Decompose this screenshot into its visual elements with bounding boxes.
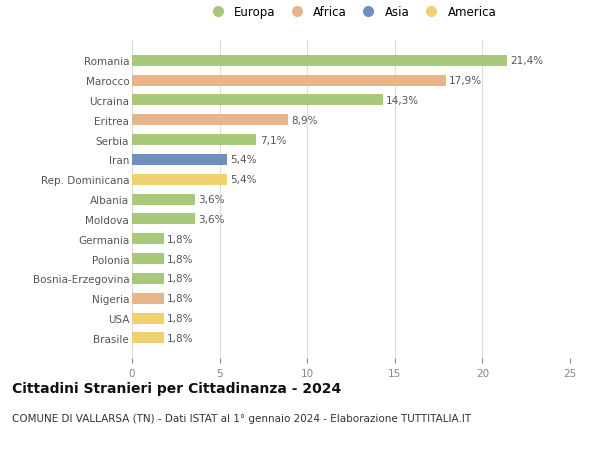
Bar xyxy=(132,333,164,344)
Bar xyxy=(132,56,507,67)
Text: 1,8%: 1,8% xyxy=(167,333,194,343)
Bar xyxy=(132,234,164,245)
Bar xyxy=(132,214,195,225)
Bar xyxy=(132,274,164,284)
Bar xyxy=(132,253,164,264)
Bar xyxy=(132,95,383,106)
Text: 14,3%: 14,3% xyxy=(386,96,419,106)
Bar xyxy=(132,174,227,185)
Bar xyxy=(132,135,256,146)
Text: 5,4%: 5,4% xyxy=(230,175,257,185)
Text: Cittadini Stranieri per Cittadinanza - 2024: Cittadini Stranieri per Cittadinanza - 2… xyxy=(12,381,341,395)
Bar xyxy=(132,293,164,304)
Text: COMUNE DI VALLARSA (TN) - Dati ISTAT al 1° gennaio 2024 - Elaborazione TUTTITALI: COMUNE DI VALLARSA (TN) - Dati ISTAT al … xyxy=(12,413,471,423)
Text: 1,8%: 1,8% xyxy=(167,274,194,284)
Bar xyxy=(132,155,227,166)
Text: 7,1%: 7,1% xyxy=(260,135,286,146)
Bar xyxy=(132,194,195,205)
Bar xyxy=(132,115,288,126)
Text: 1,8%: 1,8% xyxy=(167,234,194,244)
Text: 3,6%: 3,6% xyxy=(199,214,225,224)
Text: 21,4%: 21,4% xyxy=(511,56,544,66)
Legend: Europa, Africa, Asia, America: Europa, Africa, Asia, America xyxy=(206,6,496,19)
Bar xyxy=(132,75,446,86)
Text: 1,8%: 1,8% xyxy=(167,294,194,303)
Text: 8,9%: 8,9% xyxy=(292,116,318,125)
Text: 5,4%: 5,4% xyxy=(230,155,257,165)
Bar xyxy=(132,313,164,324)
Text: 3,6%: 3,6% xyxy=(199,195,225,205)
Text: 1,8%: 1,8% xyxy=(167,313,194,324)
Text: 1,8%: 1,8% xyxy=(167,254,194,264)
Text: 17,9%: 17,9% xyxy=(449,76,482,86)
